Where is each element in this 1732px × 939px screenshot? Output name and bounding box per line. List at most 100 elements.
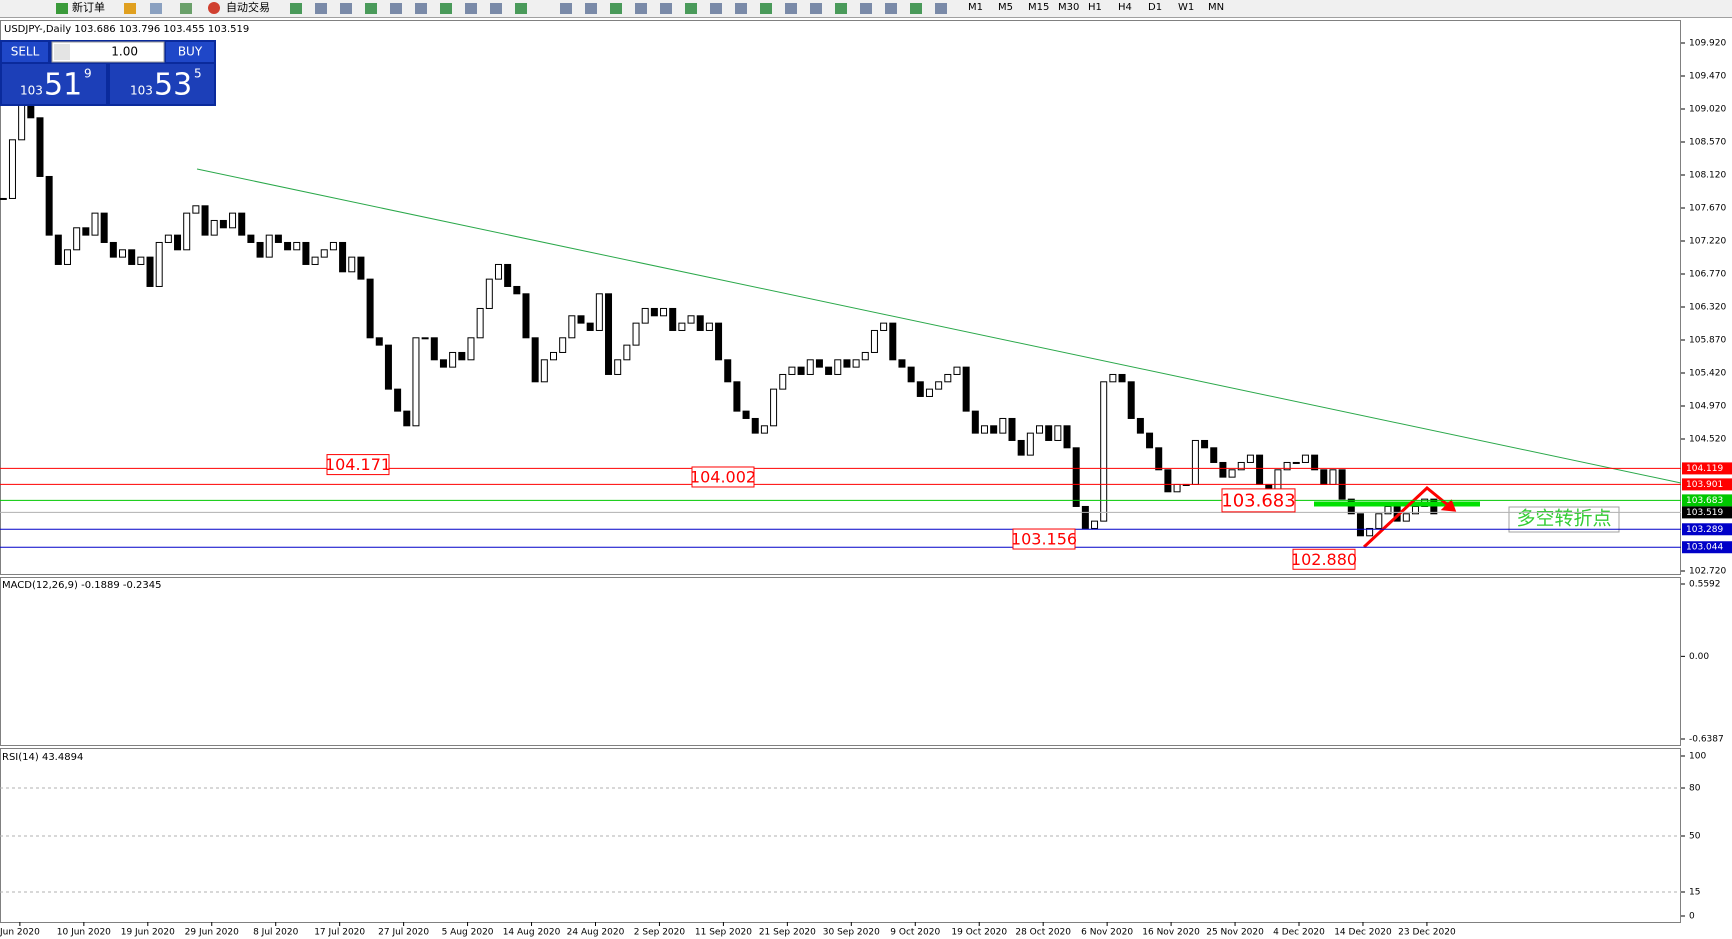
candle <box>660 307 668 317</box>
date-label: 29 Jun 2020 <box>185 928 239 938</box>
date-label: 14 Aug 2020 <box>503 928 561 938</box>
tool-icon[interactable] <box>465 3 477 14</box>
timeframe-button[interactable]: H4 <box>1118 2 1132 13</box>
price-tick-label: 107.220 <box>1689 237 1726 247</box>
arrow-head <box>1440 499 1457 512</box>
date-label: 4 Dec 2020 <box>1273 928 1325 938</box>
candle <box>1017 439 1025 456</box>
price-tick-label: 109.920 <box>1689 39 1726 49</box>
new-order-button[interactable]: 新订单 <box>72 0 105 14</box>
candle <box>861 351 869 361</box>
candle <box>1375 513 1383 529</box>
candle <box>366 278 374 339</box>
date-label: 27 Jul 2020 <box>378 928 429 938</box>
candle <box>1155 447 1163 471</box>
candle <box>63 249 71 265</box>
tool-icon[interactable] <box>860 3 872 14</box>
tool-icon[interactable] <box>440 3 452 14</box>
rsi-tick-label: 15 <box>1689 888 1700 898</box>
tool-icon[interactable] <box>560 3 572 14</box>
tool-icon[interactable] <box>760 3 772 14</box>
timeframe-button[interactable]: MN <box>1208 2 1224 13</box>
candle <box>1045 425 1053 441</box>
price-annotation-box[interactable] <box>1012 528 1076 550</box>
candle <box>550 351 557 361</box>
timeframe-button[interactable]: M5 <box>998 2 1013 13</box>
tool-icon[interactable] <box>490 3 502 14</box>
candle <box>164 234 172 243</box>
price-annotation-box[interactable] <box>1292 548 1356 570</box>
auto-trading-button[interactable]: 自动交易 <box>226 0 270 14</box>
tool-icon[interactable] <box>810 3 822 14</box>
buy-button[interactable] <box>166 42 214 62</box>
candle <box>458 351 466 361</box>
tool-icon[interactable] <box>150 3 162 14</box>
tool-icon[interactable] <box>585 3 597 14</box>
date-label: 23 Dec 2020 <box>1398 928 1456 938</box>
tool-icon[interactable] <box>365 3 377 14</box>
candle <box>559 337 567 353</box>
price-tick-label: 109.470 <box>1689 72 1726 82</box>
timeframe-button[interactable]: M15 <box>1028 2 1049 13</box>
tool-icon[interactable] <box>660 3 672 14</box>
buy-point: 5 <box>194 67 202 81</box>
timeframe-button[interactable]: M1 <box>968 2 983 13</box>
tool-icon[interactable] <box>885 3 897 14</box>
timeframe-button[interactable]: D1 <box>1148 2 1162 13</box>
candle <box>174 234 182 251</box>
tool-icon[interactable] <box>340 3 352 14</box>
candle <box>146 256 154 287</box>
sell-price-box[interactable] <box>2 64 106 104</box>
price-annotation: 104.171 <box>325 455 391 474</box>
lot-value: 1.00 <box>111 45 138 59</box>
candle <box>568 315 576 339</box>
auto-trading-icon[interactable] <box>208 2 220 14</box>
price-annotation-box[interactable] <box>691 466 755 488</box>
price-annotation: 102.880 <box>1291 550 1357 569</box>
candle <box>155 241 163 287</box>
macd-title: MACD(12,26,9) -0.1889 -0.2345 <box>2 580 162 591</box>
tool-icon[interactable] <box>124 3 136 14</box>
price-annotation-box[interactable] <box>1221 488 1296 513</box>
tool-icon[interactable] <box>315 3 327 14</box>
trend-line[interactable] <box>196 168 1682 484</box>
tool-icon[interactable] <box>835 3 847 14</box>
tool-icon[interactable] <box>180 3 192 14</box>
tool-icon[interactable] <box>735 3 747 14</box>
price-annotation: 103.156 <box>1011 530 1077 549</box>
red-arrow[interactable] <box>1362 486 1455 549</box>
tool-icon[interactable] <box>635 3 647 14</box>
candle <box>467 337 475 361</box>
price-tick-label: 108.570 <box>1689 138 1726 148</box>
candle <box>1201 439 1209 449</box>
new-order-icon[interactable] <box>56 3 68 14</box>
timeframe-button[interactable]: H1 <box>1088 2 1102 13</box>
tool-icon[interactable] <box>685 3 697 14</box>
lot-field[interactable] <box>51 41 165 63</box>
tool-icon[interactable] <box>935 3 947 14</box>
tool-icon[interactable] <box>415 3 427 14</box>
candle <box>770 388 778 427</box>
tool-icon[interactable] <box>610 3 622 14</box>
tool-icon[interactable] <box>910 3 922 14</box>
candle <box>229 212 237 229</box>
price-annotation-box[interactable] <box>326 454 390 476</box>
buy-price-box[interactable] <box>110 64 214 104</box>
tool-icon[interactable] <box>390 3 402 14</box>
tool-icon[interactable] <box>290 3 302 14</box>
tool-icon[interactable] <box>710 3 722 14</box>
candle <box>1219 461 1227 478</box>
timeframe-button[interactable]: M30 <box>1058 2 1079 13</box>
candle <box>219 219 227 229</box>
macd-tick-label: 0.5592 <box>1689 580 1721 590</box>
tool-icon[interactable] <box>515 3 527 14</box>
note-box[interactable] <box>1508 506 1620 533</box>
timeframe-button[interactable]: W1 <box>1178 2 1194 13</box>
sell-button[interactable] <box>2 42 48 62</box>
candle <box>1402 513 1410 522</box>
tool-icon[interactable] <box>785 3 797 14</box>
candle <box>935 381 943 390</box>
lot-spin[interactable] <box>54 44 70 60</box>
candle <box>870 329 878 353</box>
